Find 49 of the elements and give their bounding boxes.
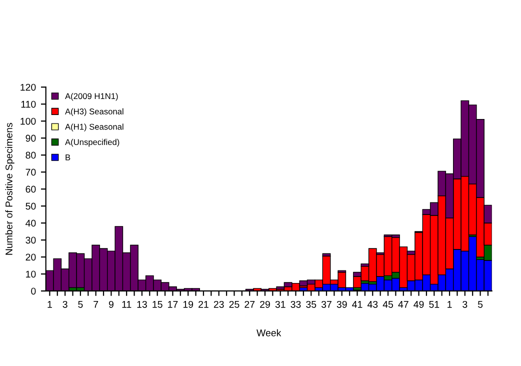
y-tick-label: 120: [20, 84, 36, 91]
x-tick-label: 15: [152, 301, 162, 308]
x-tick-label: 13: [137, 300, 147, 308]
x-tick-label: 19: [183, 300, 194, 308]
x-tick-label: 1: [48, 301, 52, 308]
x-tick-label: 43: [367, 300, 378, 308]
y-tick-label: 10: [26, 270, 36, 278]
x-tick-label: 21: [198, 300, 208, 308]
y-tick-label: 110: [21, 100, 36, 108]
x-tick-label: 35: [306, 300, 316, 308]
y-tick-label: 20: [26, 254, 36, 261]
y-tick-label: 0: [31, 288, 36, 295]
legend-label: B: [66, 154, 70, 160]
x-tick-label: 5: [78, 301, 83, 308]
x-tick-label: 17: [168, 301, 178, 308]
legend-label: A(2009 H1N1): [65, 92, 118, 101]
x-tick-label: 51: [429, 301, 440, 308]
y-tick-label: 40: [26, 220, 36, 227]
y-tick-label: 90: [26, 134, 36, 142]
legend-label: A(Unspecified): [65, 138, 120, 147]
x-tick-label: 23: [214, 300, 224, 308]
x-tick-label: 1: [448, 301, 452, 308]
legend-label: A(H1) Seasonal: [65, 124, 124, 132]
x-tick-label: 49: [414, 300, 424, 308]
x-tick-label: 25: [229, 300, 240, 308]
x-tick-label: 37: [321, 300, 332, 308]
x-tick-label: 45: [382, 301, 394, 308]
legend-label: A(H3) Seasonal: [65, 108, 124, 116]
x-tick-label: 39: [336, 300, 347, 308]
x-tick-label: 33: [290, 300, 301, 308]
y-axis-title: Number of Positive Specimens: [5, 122, 14, 255]
y-tick-label: 70: [26, 168, 36, 176]
y-tick-label: 100: [20, 118, 36, 125]
x-tick-label: 7: [94, 301, 98, 308]
x-tick-label: 11: [122, 301, 132, 308]
y-tick-label: 30: [26, 236, 36, 244]
x-tick-label: 31: [275, 300, 286, 308]
x-tick-label: 5: [478, 301, 483, 308]
x-tick-label: 41: [352, 301, 362, 308]
y-tick-label: 60: [26, 186, 36, 193]
x-tick-label: 27: [244, 300, 255, 308]
x-tick-label: 9: [108, 300, 114, 308]
x-tick-label: 3: [62, 300, 68, 308]
x-axis-title: Week: [256, 329, 282, 336]
x-tick-label: 47: [398, 301, 408, 308]
y-tick-label: 80: [26, 152, 36, 159]
x-tick-label: 3: [462, 300, 468, 308]
y-tick-label: 50: [26, 202, 36, 210]
x-tick-label: 29: [260, 300, 270, 308]
